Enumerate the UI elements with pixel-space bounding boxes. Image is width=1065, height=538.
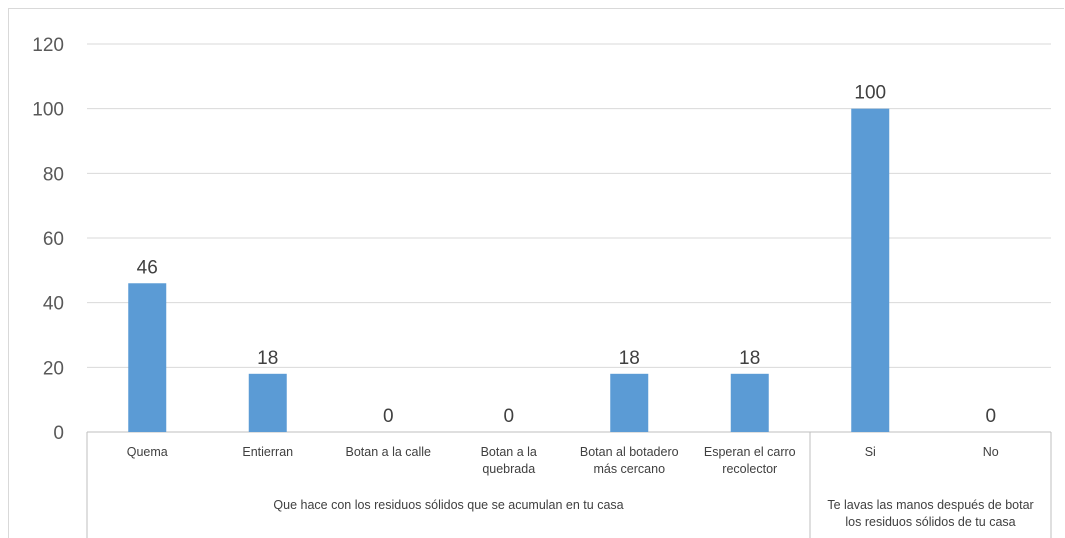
group-label-line: Te lavas las manos después de botar	[827, 498, 1033, 512]
y-tick-label: 100	[32, 100, 64, 121]
data-label: 18	[257, 348, 278, 369]
category-label-line: Botan al botadero	[580, 445, 679, 459]
data-label: 46	[137, 257, 158, 278]
bar-1	[248, 373, 287, 432]
category-label-line: Botan a la calle	[346, 445, 432, 459]
category-label-line: Quema	[127, 445, 168, 459]
y-tick-label: 20	[43, 358, 64, 379]
category-label: Si	[865, 445, 876, 459]
y-tick-label: 0	[53, 423, 64, 444]
data-label: 0	[503, 406, 514, 427]
data-label: 18	[739, 348, 760, 369]
group-label: Te lavas las manos después de botar los r…	[827, 498, 1033, 529]
y-tick-label: 80	[43, 164, 64, 185]
group-label-line: los residuos sólidos de tu casa	[845, 515, 1015, 529]
category-label-line: quebrada	[482, 462, 535, 476]
chart-frame	[8, 8, 1064, 538]
category-label-line: recolector	[722, 462, 777, 476]
data-label: 0	[383, 406, 394, 427]
category-label: Quema	[127, 445, 168, 459]
bar-4	[610, 373, 649, 432]
category-label-line: más cercano	[593, 462, 665, 476]
bar-5	[730, 373, 769, 432]
category-label: No	[983, 445, 999, 459]
bar-0	[128, 283, 167, 432]
data-label: 0	[985, 406, 996, 427]
y-tick-label: 120	[32, 35, 64, 56]
category-label: Botan a la quebrada	[481, 445, 537, 476]
group-label: Que hace con los residuos sólidos que se…	[273, 498, 623, 512]
category-label-line: Botan a la	[481, 445, 537, 459]
category-label: Entierran	[242, 445, 293, 459]
y-tick-label: 40	[43, 294, 64, 315]
category-label-line: Entierran	[242, 445, 293, 459]
data-label: 18	[619, 348, 640, 369]
y-tick-label: 60	[43, 229, 64, 250]
category-label: Botan a la calle	[346, 445, 432, 459]
data-label: 100	[854, 83, 886, 104]
category-label-line: Esperan el carro	[704, 445, 796, 459]
group-label-line: Que hace con los residuos sólidos que se…	[273, 498, 623, 512]
category-label: Esperan el carro recolector	[704, 445, 796, 476]
bar-6	[851, 108, 890, 433]
category-label-line: Si	[865, 445, 876, 459]
category-label: Botan al botadero más cercano	[580, 445, 679, 476]
category-label-line: No	[983, 445, 999, 459]
